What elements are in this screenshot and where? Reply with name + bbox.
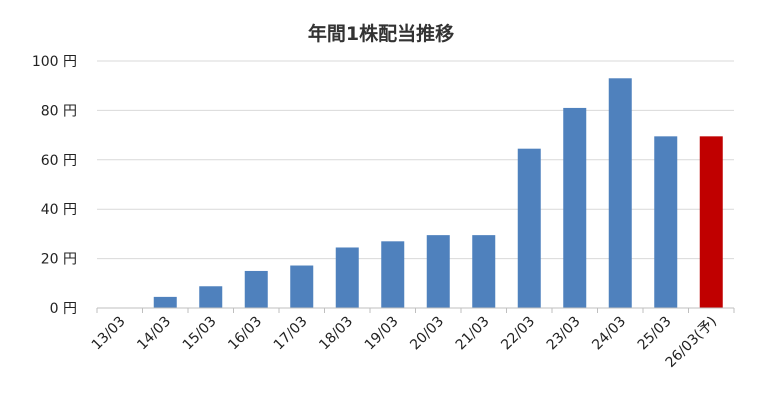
bar-19/03 [381, 241, 405, 308]
x-tick-label: 16/03 [225, 314, 265, 354]
bar-21/03 [472, 235, 496, 308]
y-tick-label: 100 円 [32, 54, 77, 70]
y-tick-label: 40 円 [41, 202, 77, 218]
bar-23/03 [563, 107, 587, 309]
bar-17/03 [290, 265, 314, 308]
x-tick-label: 25/03 [635, 314, 675, 354]
x-tick-label: 24/03 [589, 314, 629, 354]
x-tick-label: 14/03 [134, 314, 174, 354]
x-tick-label: 13/03 [89, 314, 129, 354]
bar-22/03 [517, 148, 541, 308]
x-tick-label: 22/03 [498, 314, 538, 354]
bars [153, 78, 723, 309]
y-tick-label: 80 円 [41, 103, 77, 119]
bar-24/03 [608, 78, 632, 308]
x-tick-label: 19/03 [362, 314, 402, 354]
x-tick-label: 21/03 [453, 314, 493, 354]
y-tick-label: 0 円 [50, 301, 77, 317]
x-tick-label: 23/03 [544, 314, 584, 354]
x-axis-tick-labels: 13/03 14/03 15/03 16/03 17/03 18/03 19/03 20/03… [89, 314, 720, 371]
gridlines [97, 60, 734, 260]
y-tick-label: 20 円 [41, 252, 77, 268]
x-tick-label: 20/03 [407, 314, 447, 354]
bar-14/03 [153, 296, 177, 308]
y-tick-label: 60 円 [41, 153, 77, 169]
x-tick-label: 17/03 [271, 314, 311, 354]
bar-20/03 [426, 235, 450, 308]
bar-18/03 [335, 247, 359, 308]
bar-15/03 [199, 286, 223, 308]
x-tick-label: 18/03 [316, 314, 356, 354]
bar-26/03(予) [699, 136, 723, 308]
x-tick-label: 15/03 [180, 314, 220, 354]
chart-title: 年間1株配当推移 [308, 22, 454, 45]
x-axis [96, 307, 735, 313]
bar-16/03 [244, 270, 268, 308]
bar-25/03 [654, 136, 678, 308]
y-axis-tick-labels: 0 円 20 円 40 円 60 円 80 円 100 円 [32, 54, 77, 317]
